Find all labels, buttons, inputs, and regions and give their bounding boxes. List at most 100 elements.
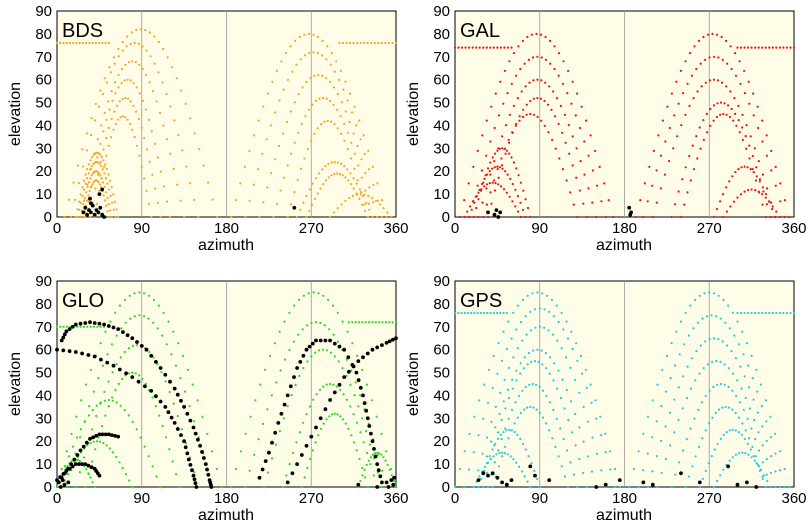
data-point <box>548 356 552 359</box>
data-point <box>310 139 313 142</box>
data-point <box>107 100 110 103</box>
data-point <box>699 344 702 347</box>
data-point <box>502 188 506 191</box>
data-point <box>305 215 308 219</box>
highlight-point <box>200 450 204 454</box>
data-point <box>244 215 247 219</box>
data-point <box>107 173 110 176</box>
data-point <box>563 113 566 116</box>
data-point <box>197 436 200 439</box>
data-point <box>148 294 151 297</box>
data-point <box>684 166 687 169</box>
data-point <box>332 211 335 214</box>
x-axis-label: azimuth <box>198 507 254 524</box>
data-point <box>706 33 710 36</box>
data-point <box>65 41 68 45</box>
data-point <box>321 96 325 100</box>
data-point <box>269 124 272 127</box>
data-point <box>762 190 765 193</box>
data-point <box>765 203 768 206</box>
data-point <box>332 333 335 336</box>
data-point <box>761 140 764 143</box>
data-point <box>126 118 129 121</box>
data-point <box>526 294 529 297</box>
data-point <box>361 474 364 477</box>
data-point <box>675 80 678 83</box>
data-point <box>376 451 379 454</box>
data-point <box>156 363 159 366</box>
data-point <box>729 90 732 93</box>
data-point <box>733 97 736 100</box>
data-point <box>345 398 348 401</box>
data-point <box>100 156 103 159</box>
data-point <box>468 432 471 435</box>
data-point <box>89 476 92 479</box>
data-point <box>513 431 516 434</box>
data-point <box>81 165 85 168</box>
data-point <box>121 40 124 44</box>
data-point <box>79 193 82 196</box>
x-tick-label: 90 <box>531 220 548 237</box>
data-point <box>637 485 640 489</box>
highlight-point <box>179 398 183 403</box>
data-point <box>355 421 359 424</box>
data-point <box>95 414 98 418</box>
data-point <box>95 440 99 443</box>
data-point <box>505 429 508 432</box>
data-point <box>696 321 699 324</box>
highlight-point <box>198 443 203 448</box>
highlight-point <box>267 450 271 455</box>
data-point <box>111 399 114 402</box>
data-point <box>83 196 86 200</box>
data-point <box>314 177 318 180</box>
data-point <box>537 360 540 363</box>
data-point <box>728 180 731 183</box>
data-point <box>736 196 739 199</box>
data-point <box>519 67 522 71</box>
highlight-point <box>185 451 190 456</box>
data-point <box>369 456 372 459</box>
data-point <box>498 147 501 150</box>
data-point <box>489 458 492 461</box>
data-point <box>552 315 555 318</box>
data-point <box>728 459 731 462</box>
data-point <box>513 422 516 425</box>
highlight-point <box>391 482 396 487</box>
data-point <box>526 406 529 409</box>
data-point <box>373 41 376 45</box>
data-point <box>768 311 771 315</box>
data-point <box>505 149 508 152</box>
data-point <box>314 351 317 354</box>
data-point <box>552 408 555 411</box>
data-point <box>87 172 90 175</box>
data-point <box>463 311 466 315</box>
data-point <box>496 372 499 375</box>
data-point <box>687 334 690 337</box>
data-point <box>286 405 289 408</box>
data-point <box>361 203 364 206</box>
data-point <box>674 203 677 206</box>
data-point <box>380 41 383 45</box>
y-tick-label: 30 <box>433 410 450 427</box>
highlight-point <box>163 372 168 377</box>
highlight-point <box>67 349 72 354</box>
data-point <box>359 41 362 45</box>
data-point <box>303 157 306 160</box>
data-point <box>276 202 279 205</box>
data-point <box>290 394 293 397</box>
data-point <box>104 330 107 333</box>
data-point <box>468 46 471 49</box>
data-point <box>473 415 476 418</box>
data-point <box>127 372 131 375</box>
data-point <box>726 62 729 65</box>
data-point <box>690 387 693 390</box>
highlight-point <box>386 485 391 489</box>
data-point <box>532 56 535 59</box>
data-point <box>159 170 162 173</box>
data-point <box>687 475 691 478</box>
data-point <box>196 399 199 402</box>
data-point <box>67 455 71 458</box>
data-point <box>727 385 730 389</box>
data-point <box>89 368 92 371</box>
